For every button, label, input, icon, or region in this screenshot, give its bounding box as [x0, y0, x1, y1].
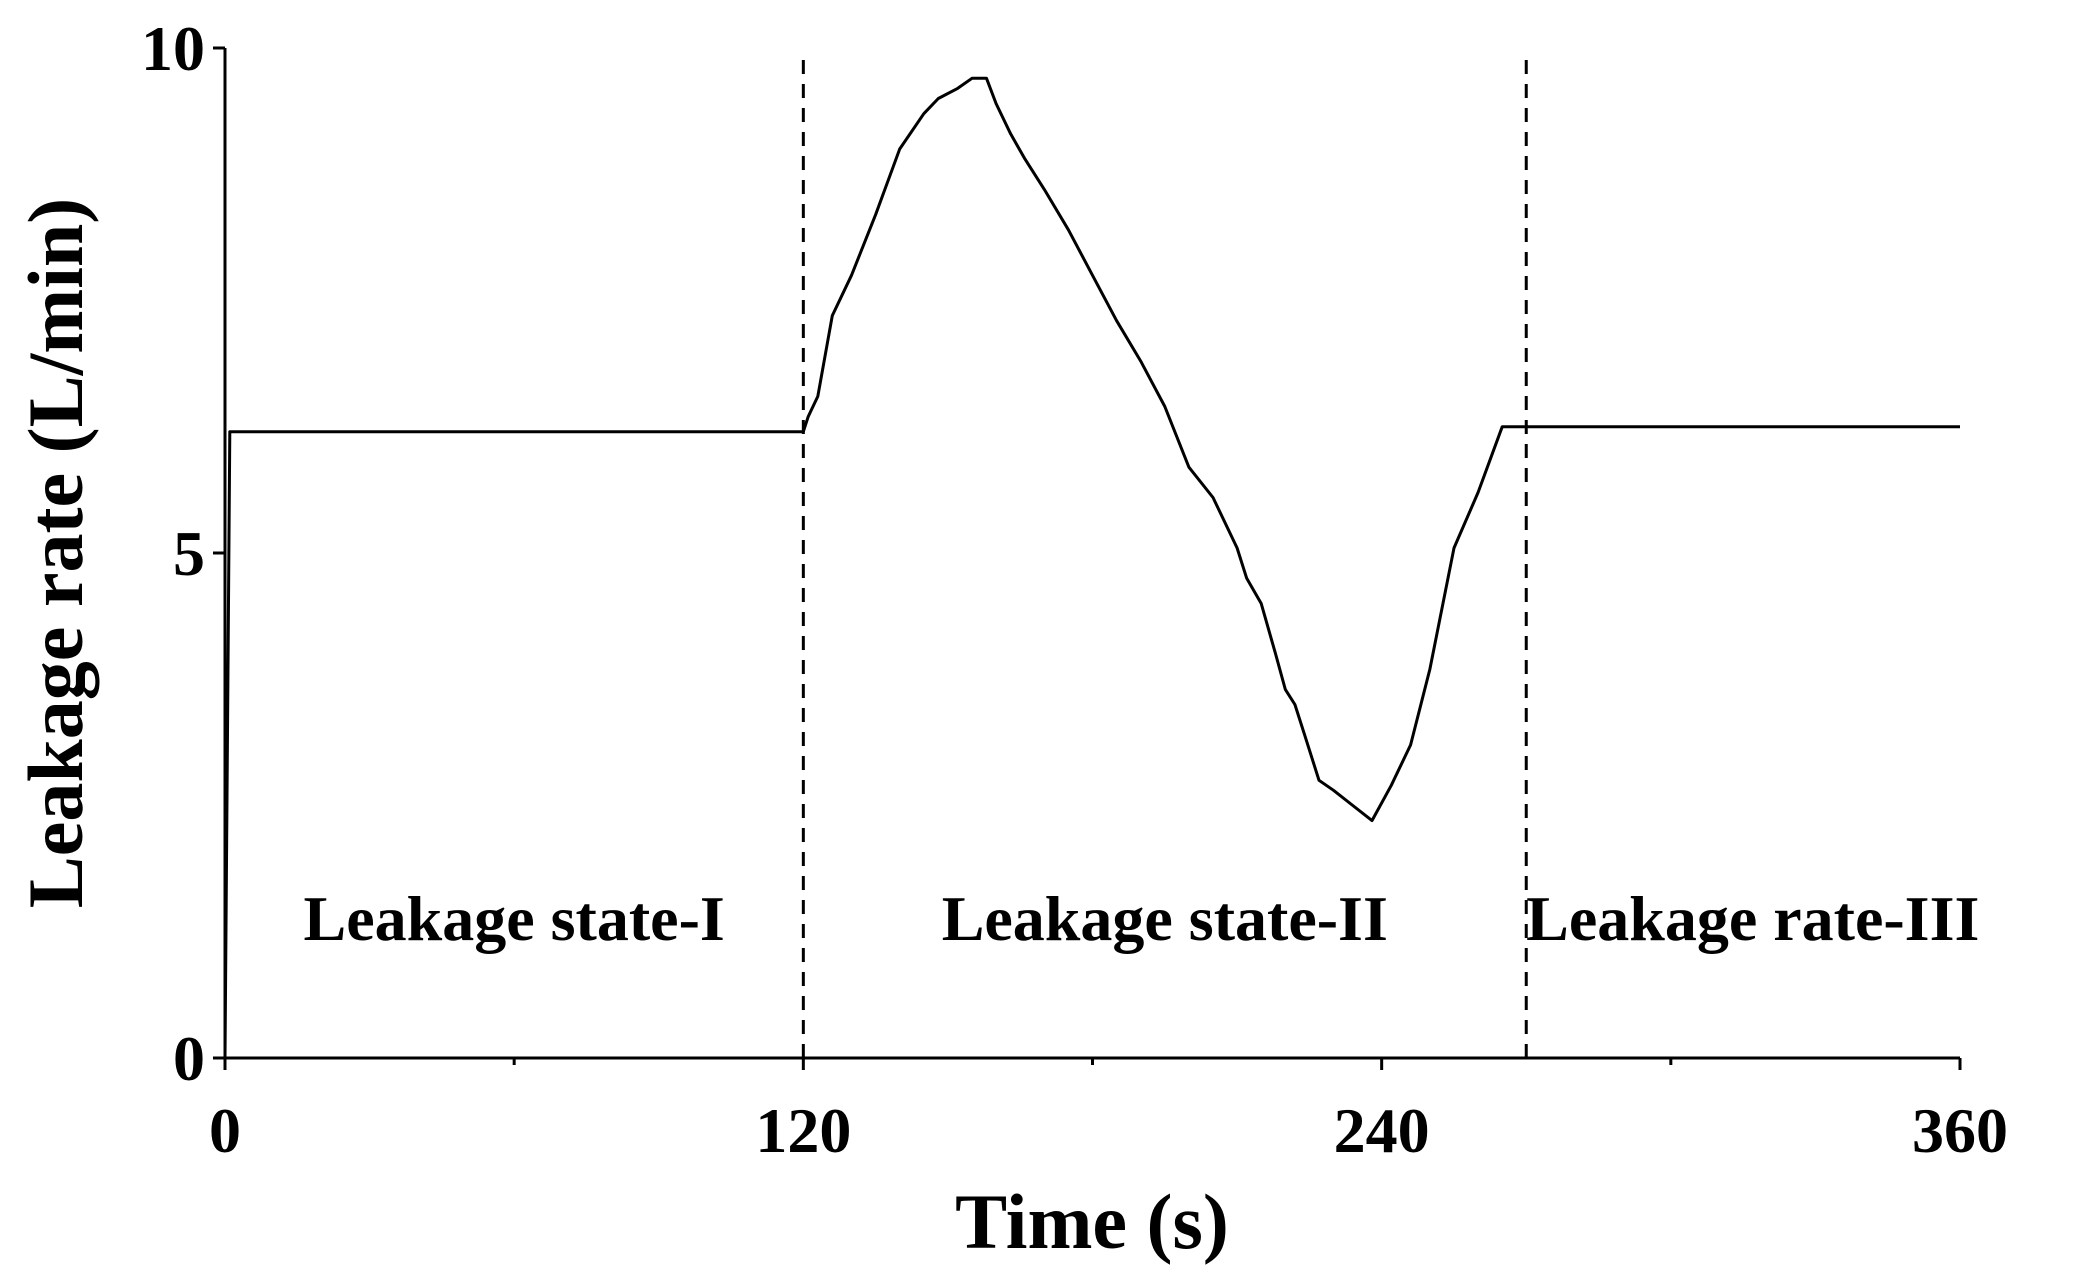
x-tick-label: 120	[755, 1095, 851, 1166]
x-tick-label: 240	[1334, 1095, 1430, 1166]
region-label: Leakage rate-III	[1526, 883, 1979, 954]
x-axis-title: Time (s)	[955, 1178, 1229, 1265]
ticks	[213, 46, 1962, 1070]
x-tick-label: 0	[209, 1095, 241, 1166]
x-tick-label: 360	[1912, 1095, 2008, 1166]
region-labels: Leakage state-I Leakage state-II Leakage r…	[304, 883, 1980, 954]
y-axis-title: Leakage rate (L/min)	[12, 198, 99, 909]
y-tick-label: 10	[141, 13, 205, 84]
y-tick-label: 5	[173, 518, 205, 589]
y-tick-label: 0	[173, 1023, 205, 1094]
region-label: Leakage state-II	[942, 883, 1388, 954]
series-line	[223, 76, 1960, 1059]
region-label: Leakage state-I	[304, 883, 725, 954]
tick-labels: 0 120 240 360 0 5 10	[141, 13, 2008, 1166]
